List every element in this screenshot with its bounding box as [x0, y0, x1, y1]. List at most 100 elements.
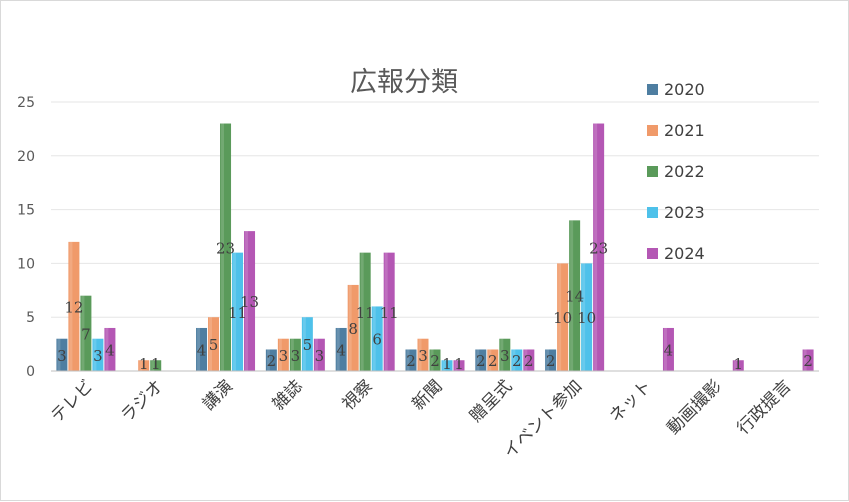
- x-category-label: 動画撮影: [664, 376, 726, 438]
- bar-highlight: [384, 252, 388, 371]
- data-label: 5: [303, 336, 313, 354]
- legend-label: 2022: [664, 162, 705, 181]
- bar-2021-2: [208, 317, 220, 371]
- data-label: 3: [500, 347, 510, 365]
- bar-highlight: [348, 284, 352, 371]
- bar-highlight: [57, 338, 61, 371]
- bar-highlight: [336, 327, 340, 371]
- legend-label: 2021: [664, 121, 705, 140]
- data-label: 2: [430, 352, 440, 370]
- bar-2022-2: [220, 123, 232, 372]
- bar-2021-0: [68, 241, 80, 371]
- data-label: 3: [315, 347, 325, 365]
- legend-label: 2024: [664, 244, 705, 263]
- data-label: 6: [372, 331, 382, 349]
- data-label: 2: [546, 352, 556, 370]
- bar-highlight: [442, 360, 446, 371]
- data-label: 2: [803, 352, 813, 370]
- bars: [56, 123, 814, 372]
- bar-2023-7: [581, 263, 593, 371]
- bar-2024-6: [523, 349, 535, 371]
- bar-2024-2: [244, 231, 256, 371]
- bar-2024-9: [732, 360, 744, 371]
- data-label: 10: [553, 309, 572, 327]
- bar-highlight: [430, 349, 434, 371]
- bar-2023-5: [441, 360, 453, 371]
- x-category-label: 講演: [199, 376, 237, 414]
- bar-highlight: [524, 349, 528, 371]
- bar-highlight: [266, 349, 270, 371]
- legend-swatch: [647, 248, 658, 259]
- bar-2022-4: [359, 252, 371, 371]
- data-label: 23: [216, 239, 235, 257]
- bar-highlight: [500, 338, 504, 371]
- data-label: 10: [577, 309, 596, 327]
- bar-2021-6: [487, 349, 499, 371]
- bar-2021-5: [417, 338, 429, 371]
- bar-2021-3: [277, 338, 289, 371]
- data-label: 3: [291, 347, 301, 365]
- bar-2021-1: [138, 360, 150, 371]
- bar-highlight: [663, 327, 667, 371]
- bar-highlight: [245, 231, 249, 371]
- data-label: 14: [565, 288, 584, 306]
- y-axis: 0 5 10 15 20 25: [17, 95, 35, 380]
- bar-highlight: [139, 360, 143, 371]
- bar-highlight: [197, 327, 201, 371]
- bar-highlight: [81, 295, 85, 371]
- bar-2020-4: [335, 327, 347, 371]
- data-label: 13: [240, 293, 259, 311]
- x-category-label: テレビ: [47, 376, 97, 426]
- data-label: 2: [512, 352, 522, 370]
- bar-2022-6: [499, 338, 511, 371]
- data-label: 3: [93, 347, 103, 365]
- bar-highlight: [69, 241, 73, 371]
- data-label: 23: [589, 239, 608, 257]
- x-category-label: 行政提言: [733, 376, 795, 438]
- legend-swatch: [647, 125, 658, 136]
- bar-highlight: [278, 338, 282, 371]
- legend-label: 2023: [664, 203, 705, 222]
- bar-2024-8: [662, 327, 674, 371]
- bar-highlight: [733, 360, 737, 371]
- data-label: 1: [151, 355, 161, 373]
- bar-highlight: [233, 252, 237, 371]
- y-tick-label: 25: [17, 95, 35, 111]
- bar-2023-2: [232, 252, 244, 371]
- x-category-label: ネット: [606, 376, 656, 426]
- data-label: 1: [139, 355, 149, 373]
- data-label: 4: [197, 341, 207, 359]
- data-label: 3: [57, 347, 67, 365]
- bar-highlight: [570, 220, 574, 371]
- bar-highlight: [290, 338, 294, 371]
- bar-highlight: [209, 317, 213, 371]
- bar-highlight: [476, 349, 480, 371]
- bar-2023-0: [92, 338, 104, 371]
- bar-highlight: [546, 349, 550, 371]
- bar-2022-7: [569, 220, 581, 371]
- x-category-label: 新聞: [408, 376, 446, 414]
- legend-item-2020: 2020: [647, 80, 705, 99]
- gridlines: [51, 101, 819, 318]
- bar-highlight: [302, 317, 306, 371]
- bar-2022-0: [80, 295, 92, 371]
- bar-2024-4: [383, 252, 395, 371]
- bar-2020-5: [405, 349, 417, 371]
- bar-2020-7: [545, 349, 557, 371]
- bar-highlight: [314, 338, 318, 371]
- bar-2023-4: [371, 306, 383, 371]
- data-label: 7: [81, 325, 91, 343]
- x-category-label: ラジオ: [117, 376, 167, 426]
- bar-2024-0: [104, 327, 116, 371]
- x-category-label: 視察: [339, 376, 377, 414]
- bar-highlight: [418, 338, 422, 371]
- data-label: 8: [348, 320, 358, 338]
- bar-2022-5: [429, 349, 441, 371]
- bar-2024-10: [802, 349, 814, 371]
- legend-item-2022: 2022: [647, 162, 705, 181]
- data-label: 11: [380, 304, 399, 322]
- y-tick-label: 10: [17, 256, 35, 272]
- legend: 2020 2021 2022 2023 2024: [647, 80, 705, 263]
